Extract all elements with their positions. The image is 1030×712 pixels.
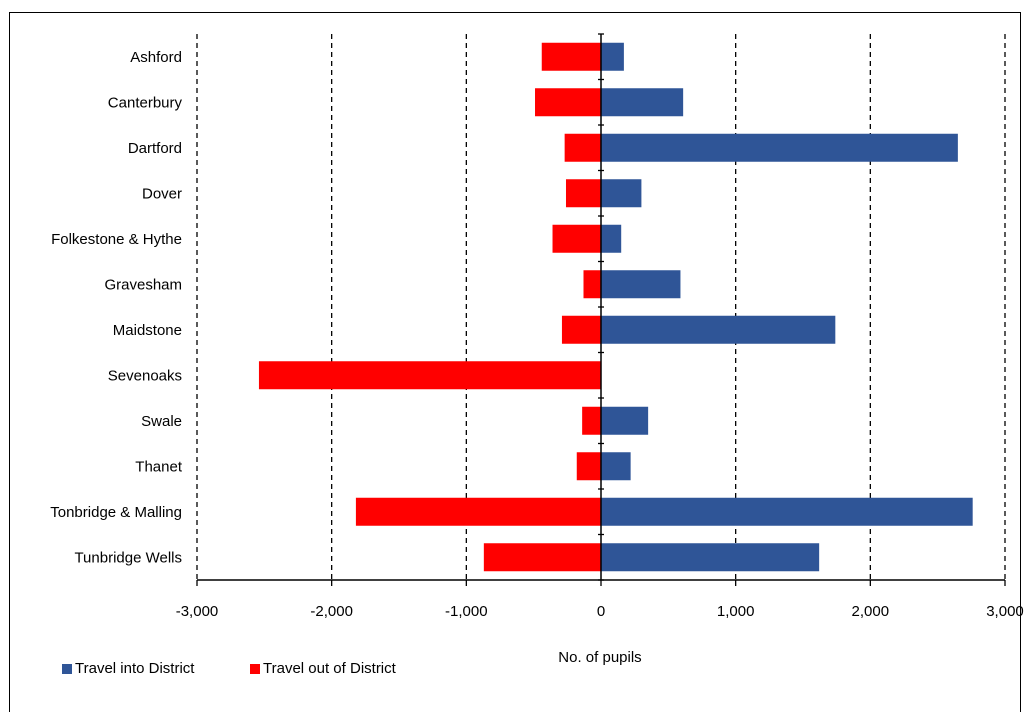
category-label: Sevenoaks (108, 367, 182, 384)
bar (601, 406, 649, 435)
bar (601, 224, 622, 253)
category-label: Tunbridge Wells (74, 549, 182, 566)
bar (535, 88, 601, 117)
legend-swatch-travel-into (62, 663, 72, 674)
bar (565, 179, 601, 208)
category-label: Swale (141, 413, 182, 430)
bar (583, 270, 601, 299)
category-label: Maidstone (113, 322, 182, 339)
x-tick-label: -3,000 (176, 603, 219, 620)
legend-label-travel-out: Travel out of District (263, 660, 396, 677)
category-label: Gravesham (104, 276, 182, 293)
bar (258, 361, 601, 390)
legend-item-travel-out: Travel out of District (250, 660, 396, 677)
x-tick-label: 2,000 (852, 603, 890, 620)
bar (601, 42, 624, 71)
bar (601, 88, 684, 117)
category-label: Thanet (135, 458, 183, 475)
bars (258, 42, 973, 572)
x-tick-label: -2,000 (310, 603, 353, 620)
bar (601, 315, 836, 344)
bar (601, 270, 681, 299)
bar (483, 543, 601, 572)
labels: -3,000 -2,000 -1,000 0 1,000 2,000 3,000 Ashfor… (50, 49, 1024, 620)
bar (601, 133, 958, 162)
bar (564, 133, 601, 162)
grid-lines (196, 34, 1006, 580)
bar (355, 497, 601, 526)
legend-item-travel-into: Travel into District (62, 660, 194, 677)
x-axis-title: No. of pupils (558, 649, 641, 666)
bar (601, 543, 820, 572)
category-label: Dartford (128, 140, 182, 157)
bar (576, 452, 601, 481)
bar (561, 315, 601, 344)
legend-label-travel-into: Travel into District (75, 660, 195, 677)
x-tick-label: -1,000 (445, 603, 488, 620)
bar (601, 497, 973, 526)
x-tick-label: 1,000 (717, 603, 755, 620)
x-tick-label: 3,000 (986, 603, 1024, 620)
category-label: Ashford (130, 49, 182, 66)
bar (601, 179, 642, 208)
bar (541, 42, 601, 71)
axes (196, 33, 1006, 586)
bar (582, 406, 601, 435)
bar (601, 452, 631, 481)
category-label: Dover (142, 185, 182, 202)
legend-swatch-travel-out (250, 663, 260, 674)
chart-frame (9, 12, 1021, 712)
category-label: Folkestone & Hythe (51, 231, 182, 248)
x-tick-label: 0 (597, 603, 605, 620)
category-label: Canterbury (108, 94, 183, 111)
bar (552, 224, 601, 253)
category-label: Tonbridge & Malling (50, 504, 182, 521)
